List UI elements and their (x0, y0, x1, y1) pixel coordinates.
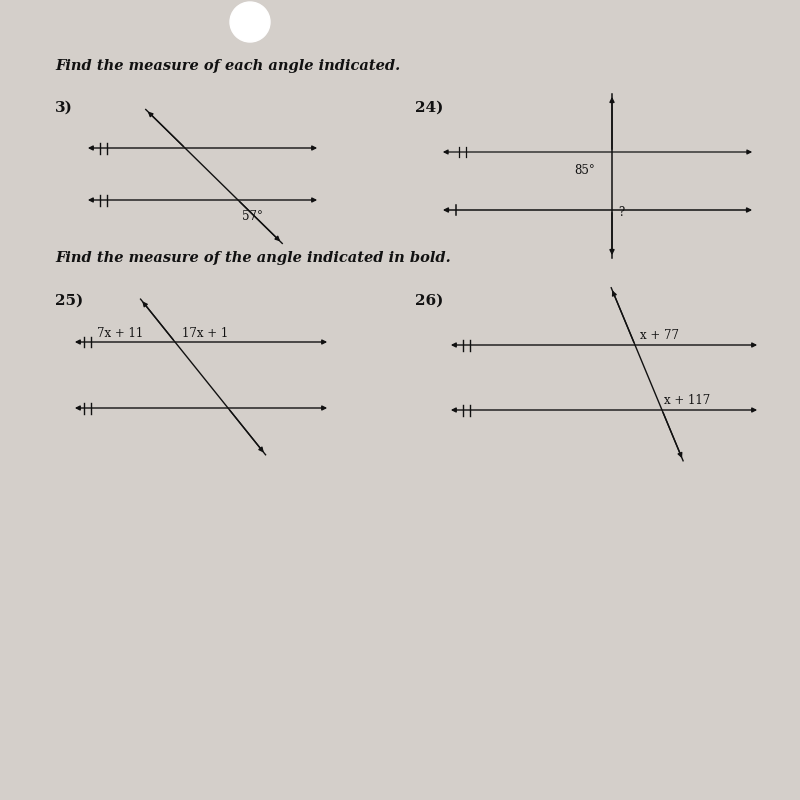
Text: 24): 24) (415, 101, 443, 115)
Text: 25): 25) (55, 294, 83, 308)
Text: 85°: 85° (574, 164, 594, 177)
Text: 7x + 11: 7x + 11 (97, 327, 143, 340)
Text: Find the measure of the angle indicated in bold.: Find the measure of the angle indicated … (55, 251, 450, 265)
Circle shape (230, 2, 270, 42)
Text: 57°: 57° (242, 210, 263, 223)
Text: 26): 26) (415, 294, 443, 308)
Text: 17x + 1: 17x + 1 (182, 327, 228, 340)
Text: Find the measure of each angle indicated.: Find the measure of each angle indicated… (55, 59, 400, 73)
Text: ?: ? (618, 206, 624, 219)
Text: x + 117: x + 117 (664, 394, 710, 407)
Text: x + 77: x + 77 (640, 329, 679, 342)
Text: 3): 3) (55, 101, 73, 115)
